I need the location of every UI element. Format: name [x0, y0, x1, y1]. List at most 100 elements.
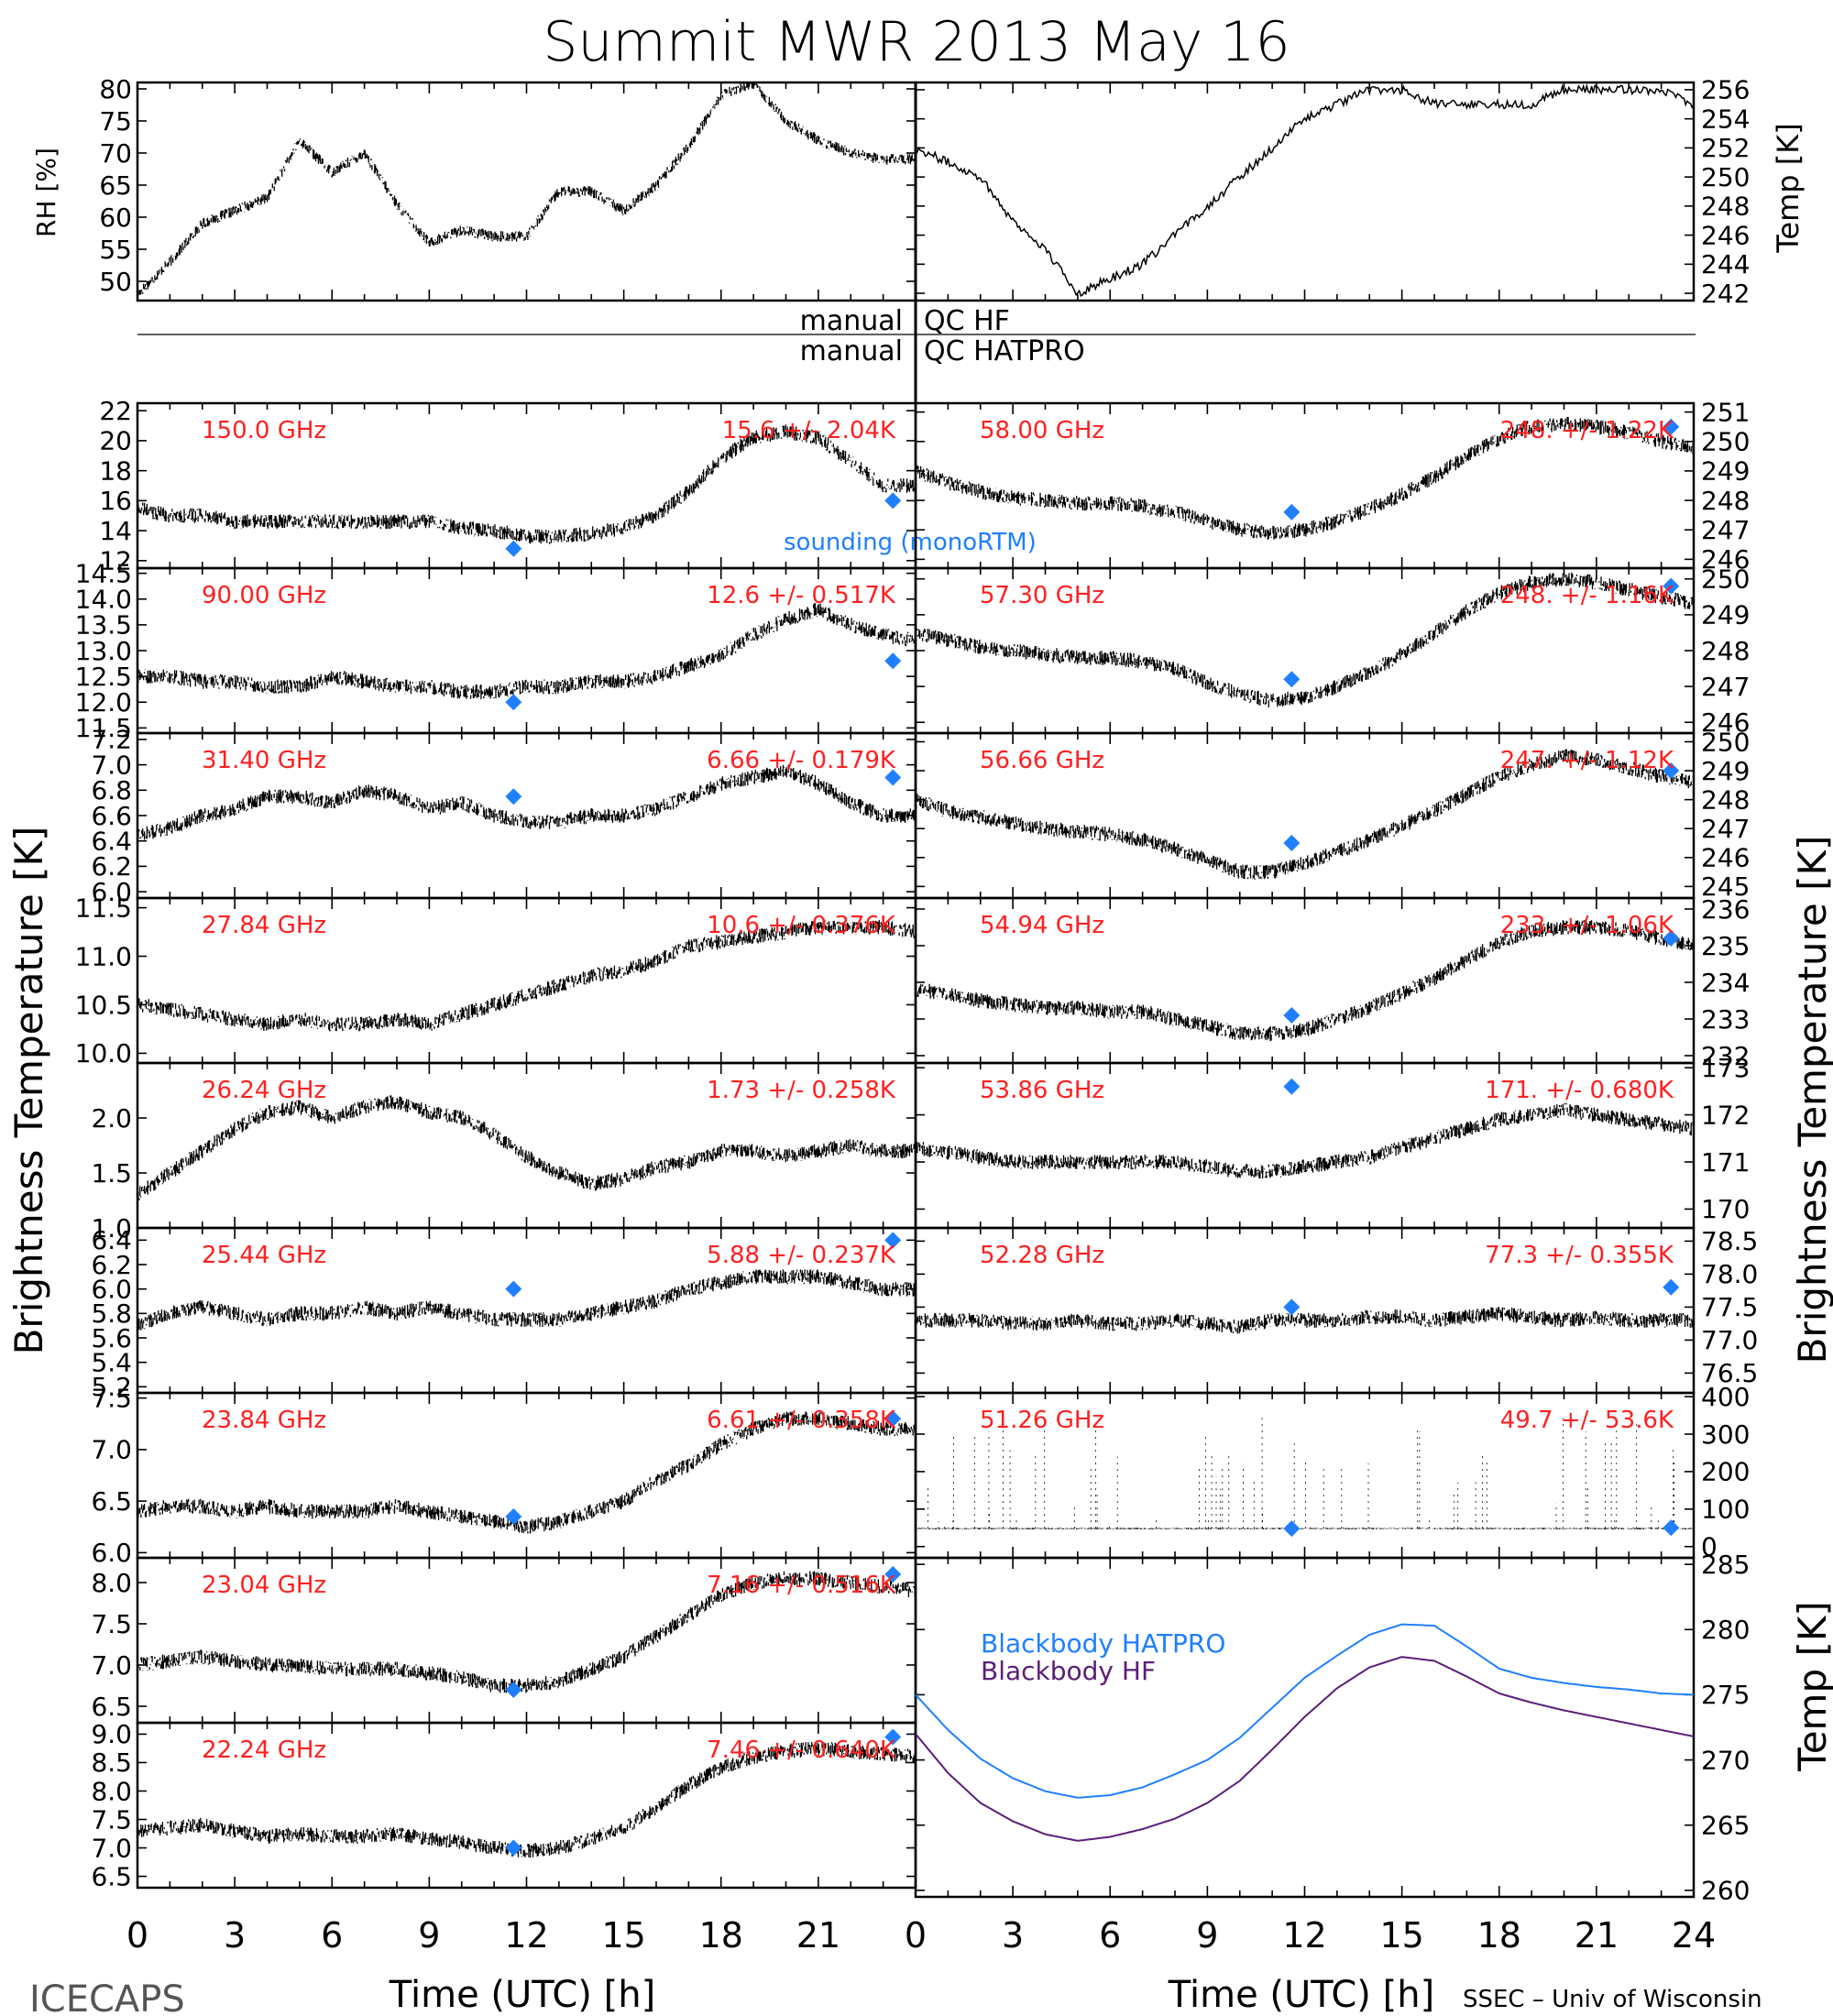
sounding-point [1283, 503, 1301, 520]
panels: 5055606570758024224424624825025225425612… [75, 74, 1759, 1956]
y-tick-label: 50 [99, 267, 132, 297]
y-tick-label: 246 [1701, 220, 1750, 250]
x-tick-label: 15 [601, 1915, 645, 1956]
bb-axis-label: Temp [K] [1790, 1601, 1833, 1772]
x-tick-label: 12 [504, 1915, 548, 1956]
y-tick-label: 77.0 [1701, 1325, 1758, 1355]
x-tick-label: 3 [224, 1915, 246, 1956]
y-tick-label: 7.0 [91, 750, 132, 780]
x-tick-label: 21 [796, 1915, 840, 1956]
sounding-point [1283, 1007, 1301, 1024]
panel-frame [914, 81, 1696, 302]
series-line-1 [915, 1656, 1695, 1842]
y-tick-label: 77.5 [1701, 1292, 1758, 1322]
sounding-point [1663, 930, 1680, 947]
y-tick-label: 70 [99, 138, 132, 169]
y-tick-label: 14.5 [75, 558, 132, 588]
y-tick-label: 78.0 [1701, 1259, 1758, 1289]
footer-left: ICECAPS [29, 1978, 185, 2016]
y-tick-label: 11.5 [75, 713, 132, 743]
y-tick-label: 78.5 [1701, 1226, 1758, 1256]
legend-bb-hatpro: Blackbody HATPRO [981, 1628, 1225, 1659]
panel-22.24: 6.57.07.58.08.59.0 22.24 GHz 7.46 +/- 0.64… [91, 1719, 917, 1891]
series-scatter [915, 572, 1695, 707]
sounding-point [1283, 835, 1301, 851]
channel-label: 90.00 GHz [202, 582, 326, 609]
page-title: Summit MWR 2013 May 16 [543, 10, 1290, 74]
y-tick-label: 245 [1701, 871, 1750, 902]
channel-stats: 10.6 +/- 0.376K [707, 912, 896, 939]
y-tick-label: 265 [1701, 1811, 1750, 1841]
sounding-point [884, 769, 902, 786]
y-tick-label: 7.0 [91, 1435, 132, 1465]
series-scatter [915, 749, 1695, 880]
y-tick-label: 235 [1701, 931, 1750, 961]
y-tick-label: 400 [1701, 1382, 1750, 1412]
y-tick-label: 300 [1701, 1419, 1750, 1450]
panel-23.84: 6.0 6.5 7.0 7.5 23.84 GHz 6.61 +/- 0.358K [91, 1383, 917, 1568]
y-tick-label: 249 [1701, 456, 1750, 487]
y-tick-label: 76.5 [1701, 1358, 1758, 1388]
y-tick-label: 10.5 [75, 990, 132, 1020]
panel-53.86: 170 171 172 173 53.86 GHz 171. +/- 0.680K [914, 1053, 1750, 1230]
y-tick-label: 80 [99, 74, 132, 104]
y-tick-label: 8.5 [91, 1748, 132, 1778]
y-tick-label: 13.0 [75, 636, 132, 666]
y-tick-label: 236 [1701, 894, 1750, 925]
series-spikes [927, 1418, 1674, 1529]
series-scatter [915, 1102, 1695, 1179]
qc-hf-left-label: manual [800, 305, 903, 337]
y-tick-label: 8.0 [91, 1776, 132, 1806]
channel-label: 52.28 GHz [980, 1242, 1104, 1269]
sounding-point [1283, 1298, 1301, 1316]
y-tick-label: 280 [1701, 1615, 1750, 1645]
y-tick-label: 22 [99, 396, 132, 426]
y-tick-label: 5.2 [91, 1372, 132, 1402]
y-tick-label: 249 [1701, 600, 1750, 630]
channel-stats: 248. +/- 1.16K [1500, 582, 1674, 609]
series-scatter [137, 1095, 916, 1200]
y-tick-label: 13.5 [75, 610, 132, 641]
panel-57.30: 246 247 248 249 250 57.30 GHz 248. +/- 1.16K [914, 564, 1750, 738]
x-tick-label: 15 [1379, 1915, 1423, 1956]
y-tick-label: 20 [99, 426, 132, 456]
y-tick-label: 11.5 [75, 893, 132, 923]
channel-label: 26.24 GHz [202, 1077, 326, 1104]
channel-label: 27.84 GHz [202, 912, 326, 939]
series-scatter [137, 1571, 916, 1693]
y-tick-label: 12.5 [75, 662, 132, 692]
channel-label: 31.40 GHz [202, 747, 326, 774]
channel-label: 57.30 GHz [980, 582, 1104, 609]
sounding-point [884, 1232, 902, 1249]
sounding-point [1283, 1078, 1301, 1095]
y-tick-label: 234 [1701, 968, 1750, 998]
sounding-point [884, 492, 902, 509]
y-tick-label: 250 [1701, 427, 1750, 457]
y-tick-label: 100 [1701, 1495, 1750, 1525]
y-tick-label: 247 [1701, 515, 1750, 545]
series-scatter [137, 424, 916, 544]
series-scatter [915, 1307, 1695, 1334]
temp-axis-label: Temp [K] [1771, 123, 1806, 253]
qc-hatpro-left-label: manual [800, 335, 903, 367]
x-tick-label: 12 [1282, 1915, 1326, 1956]
y-tick-label: 246 [1701, 843, 1750, 873]
y-tick-label: 16 [99, 486, 132, 516]
channel-label: 58.00 GHz [980, 417, 1104, 444]
xlabel-left: Time (UTC) [h] [389, 1974, 655, 2016]
y-tick-label: 6.4 [91, 1225, 132, 1255]
channel-label: 23.84 GHz [202, 1407, 326, 1434]
y-tick-label: 5.8 [91, 1298, 132, 1329]
y-tick-label: 75 [99, 106, 132, 137]
panel-31.40: 6.06.26.46.66.87.07.2 31.40 GHz 6.66 +/- 0… [91, 725, 917, 907]
y-tick-label: 6.6 [91, 801, 132, 831]
x-tick-label: 0 [126, 1915, 148, 1956]
y-tick-label: 6.0 [91, 1274, 132, 1304]
x-tick-label: 18 [699, 1915, 743, 1956]
x-tick-label: 9 [1196, 1915, 1218, 1956]
sounding-point [1283, 671, 1301, 688]
x-tick-label: 21 [1575, 1915, 1619, 1956]
channel-stats: 7.46 +/- 0.640K [707, 1737, 896, 1764]
